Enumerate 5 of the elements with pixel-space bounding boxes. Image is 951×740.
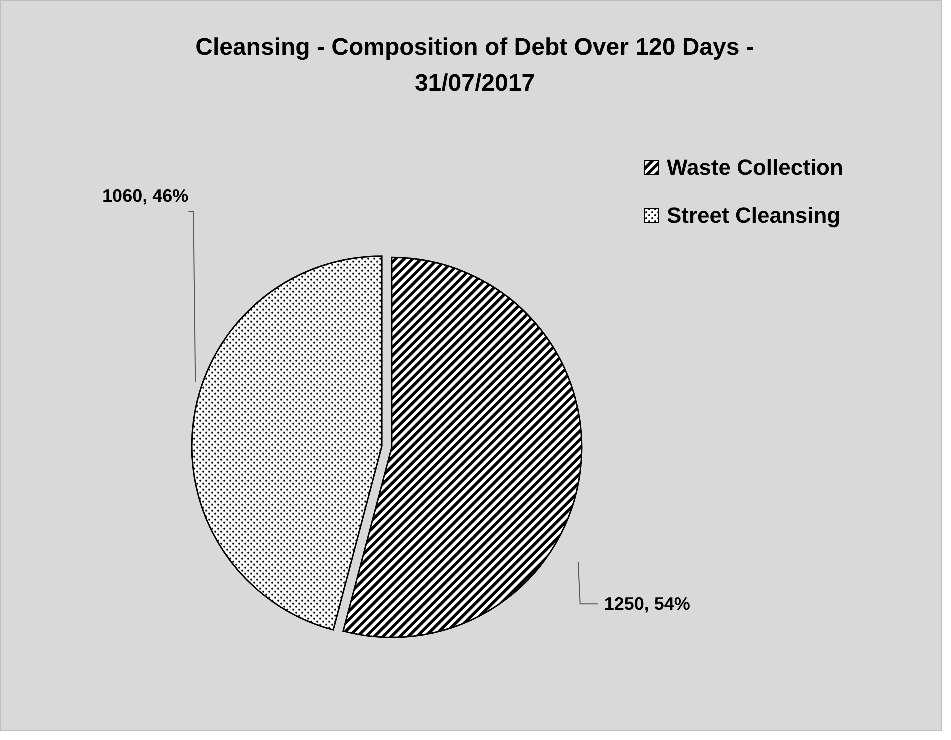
legend-label: Waste Collection: [667, 155, 844, 180]
data-label: 1250, 54%: [604, 594, 690, 614]
legend-label: Street Cleansing: [667, 203, 841, 228]
chart-title: Cleansing - Composition of Debt Over 120 Days - 31/07/2017: [196, 34, 754, 97]
data-label: 1060, 46%: [102, 186, 189, 206]
